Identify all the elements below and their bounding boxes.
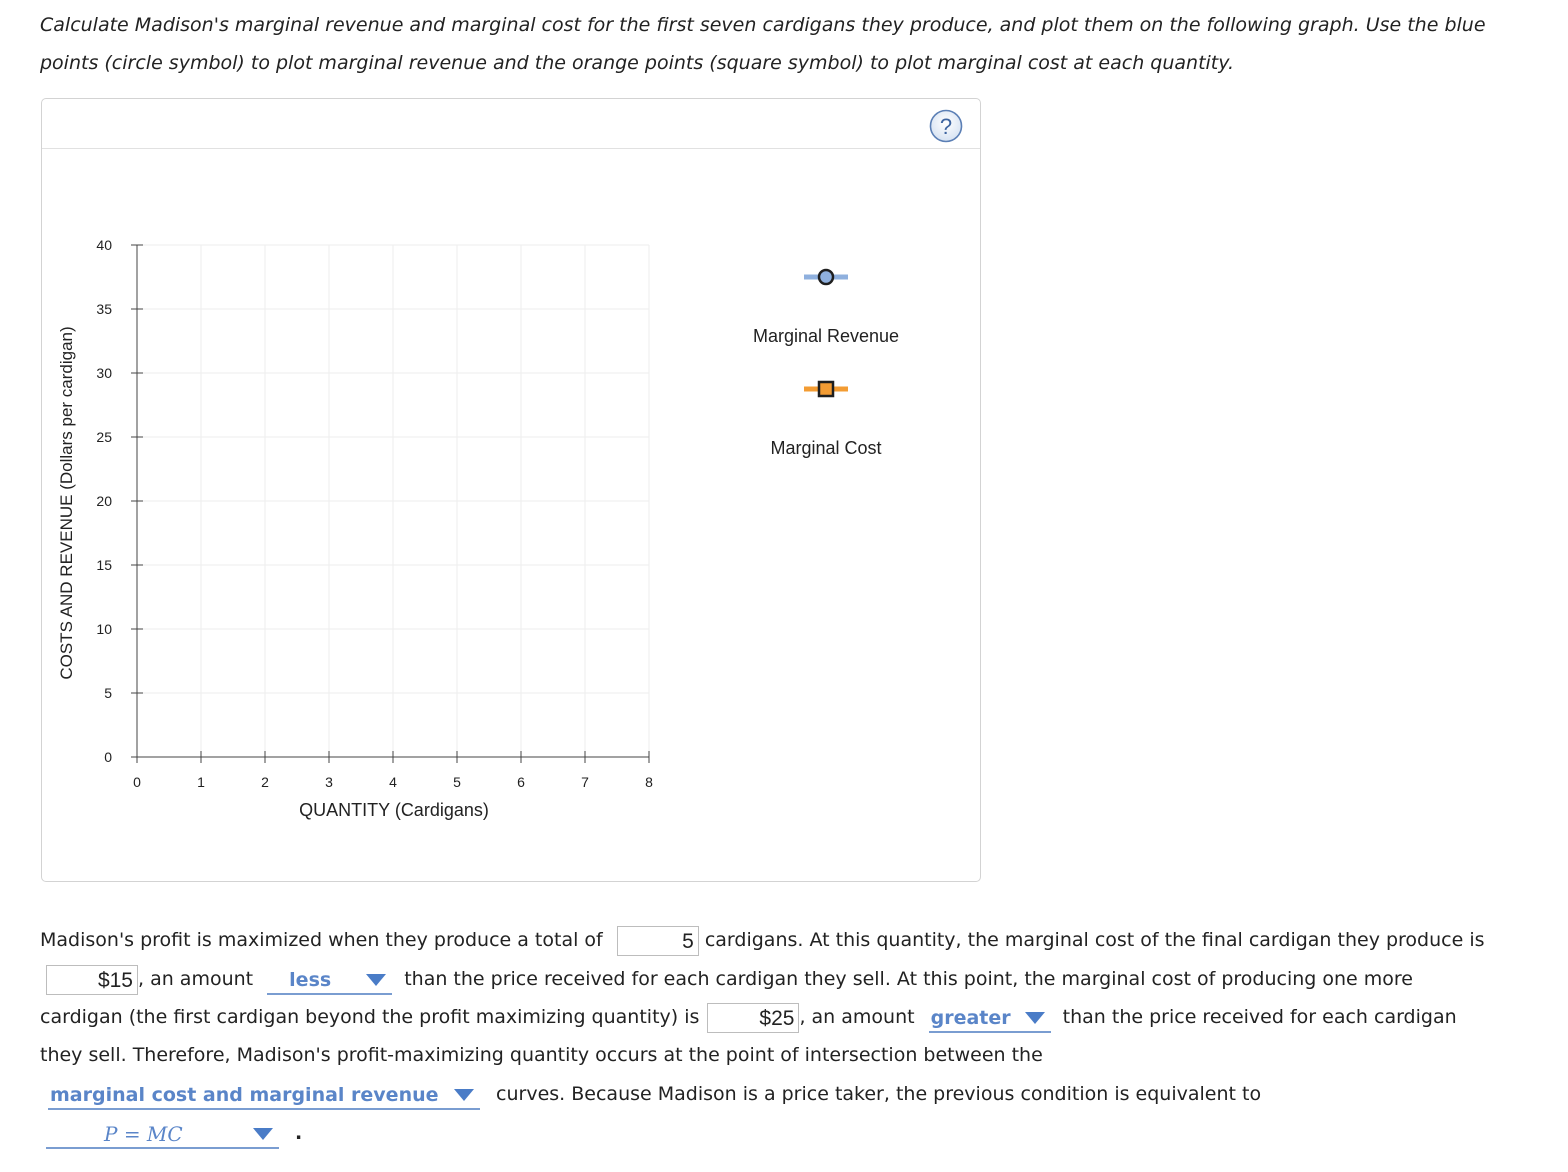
comparison-dropdown-1[interactable]: less	[267, 965, 393, 995]
y-tick-label-30: 30	[96, 365, 112, 381]
graph-header	[42, 99, 980, 149]
comparison-dropdown-2-value: greater	[930, 1006, 1011, 1029]
legend-item-marginal-cost[interactable]: Marginal Cost	[770, 380, 882, 458]
mc-square-icon[interactable]	[817, 380, 835, 398]
chevron-down-icon	[253, 1127, 273, 1140]
y-tick-label-40: 40	[96, 237, 112, 253]
y-tick-label-5: 5	[104, 685, 112, 701]
answer-line-5: marginal cost and marginal revenue curve…	[40, 1075, 1261, 1113]
answer-text-4: they sell. Therefore, Madison's profit-m…	[40, 1044, 1043, 1066]
chevron-down-icon	[454, 1088, 474, 1101]
comparison-dropdown-1-value: less	[289, 968, 332, 991]
condition-dropdown-value: P = MC	[104, 1121, 183, 1146]
help-label: ?	[940, 114, 952, 139]
answer-line-3: cardigan (the first cardigan beyond the …	[40, 998, 1457, 1036]
answer-text-2a: , an amount	[138, 968, 254, 990]
y-tick-label-0: 0	[104, 749, 112, 765]
mr-legend-label: Marginal Revenue	[753, 326, 899, 346]
x-tick-label-2: 2	[261, 774, 269, 790]
chevron-down-icon	[366, 973, 387, 986]
x-tick-label-6: 6	[517, 774, 525, 790]
answer-line-6: P = MC .	[40, 1114, 302, 1152]
y-axis-label: COSTS AND REVENUE (Dollars per cardigan)	[57, 326, 76, 679]
help-icon[interactable]: ?	[929, 109, 963, 143]
quantity-input[interactable]: 5	[616, 925, 699, 956]
legend[interactable]: Marginal Revenue Marginal Cost	[753, 268, 899, 458]
y-tick-label-15: 15	[96, 557, 112, 573]
comparison-dropdown-2[interactable]: greater	[928, 1003, 1051, 1033]
x-tick-label-0: 0	[133, 774, 141, 790]
x-tick-label-4: 4	[389, 774, 397, 790]
answer-line-2: $15, an amount less than the price recei…	[40, 960, 1413, 998]
answer-text-3a: cardigan (the first cardigan beyond the …	[40, 1006, 700, 1028]
x-tick-label-8: 8	[645, 774, 653, 790]
instructions-line-2: points (circle symbol) to plot marginal …	[40, 52, 1235, 74]
answer-line-4: they sell. Therefore, Madison's profit-m…	[40, 1036, 1043, 1074]
mc-final-input[interactable]: $15	[46, 964, 138, 995]
answer-line-1: Madison's profit is maximized when they …	[40, 921, 1485, 959]
answer-text-2b: than the price received for each cardiga…	[404, 968, 1413, 990]
y-tick-label-35: 35	[96, 301, 112, 317]
answer-text-5b: curves. Because Madison is a price taker…	[496, 1083, 1262, 1105]
graph-panel: ? 0 5 10 15 20 25 30 35 40 0 1 2 3 4 5 6 7 8 QUANTITY (C…	[41, 98, 981, 882]
x-tick-label-1: 1	[197, 774, 205, 790]
answer-text-1a: Madison's profit is maximized when they …	[40, 929, 603, 951]
chevron-down-icon	[1024, 1011, 1045, 1024]
y-tick-label-10: 10	[96, 621, 112, 637]
mc-legend-label: Marginal Cost	[770, 438, 881, 458]
y-tick-label-25: 25	[96, 429, 112, 445]
y-ticks: 0 5 10 15 20 25 30 35 40	[96, 237, 143, 765]
x-tick-label-3: 3	[325, 774, 333, 790]
condition-dropdown[interactable]: P = MC	[46, 1119, 279, 1149]
mc-next-input[interactable]: $25	[707, 1002, 800, 1033]
legend-item-marginal-revenue[interactable]: Marginal Revenue	[753, 268, 899, 346]
x-axis-label: QUANTITY (Cardigans)	[299, 800, 489, 820]
x-tick-label-5: 5	[453, 774, 461, 790]
answer-text-6-end: .	[295, 1122, 303, 1144]
instructions-line-1: Calculate Madison's marginal revenue and…	[40, 14, 1486, 36]
chart[interactable]: 0 5 10 15 20 25 30 35 40 0 1 2 3 4 5 6 7 8 QUANTITY (Car…	[42, 99, 982, 883]
curves-dropdown[interactable]: marginal cost and marginal revenue	[48, 1080, 480, 1110]
instructions: Calculate Madison's marginal revenue and…	[40, 6, 1540, 82]
y-tick-label-20: 20	[96, 493, 112, 509]
grid	[137, 244, 650, 757]
answer-text-3b: , an amount	[799, 1006, 915, 1028]
mr-circle-icon[interactable]	[817, 268, 835, 286]
x-tick-label-7: 7	[581, 774, 589, 790]
curves-dropdown-value: marginal cost and marginal revenue	[50, 1083, 439, 1106]
answer-text-1b: cardigans. At this quantity, the margina…	[704, 929, 1485, 951]
x-ticks: 0 1 2 3 4 5 6 7 8	[133, 751, 653, 790]
answer-text-3c: than the price received for each cardiga…	[1062, 1006, 1457, 1028]
